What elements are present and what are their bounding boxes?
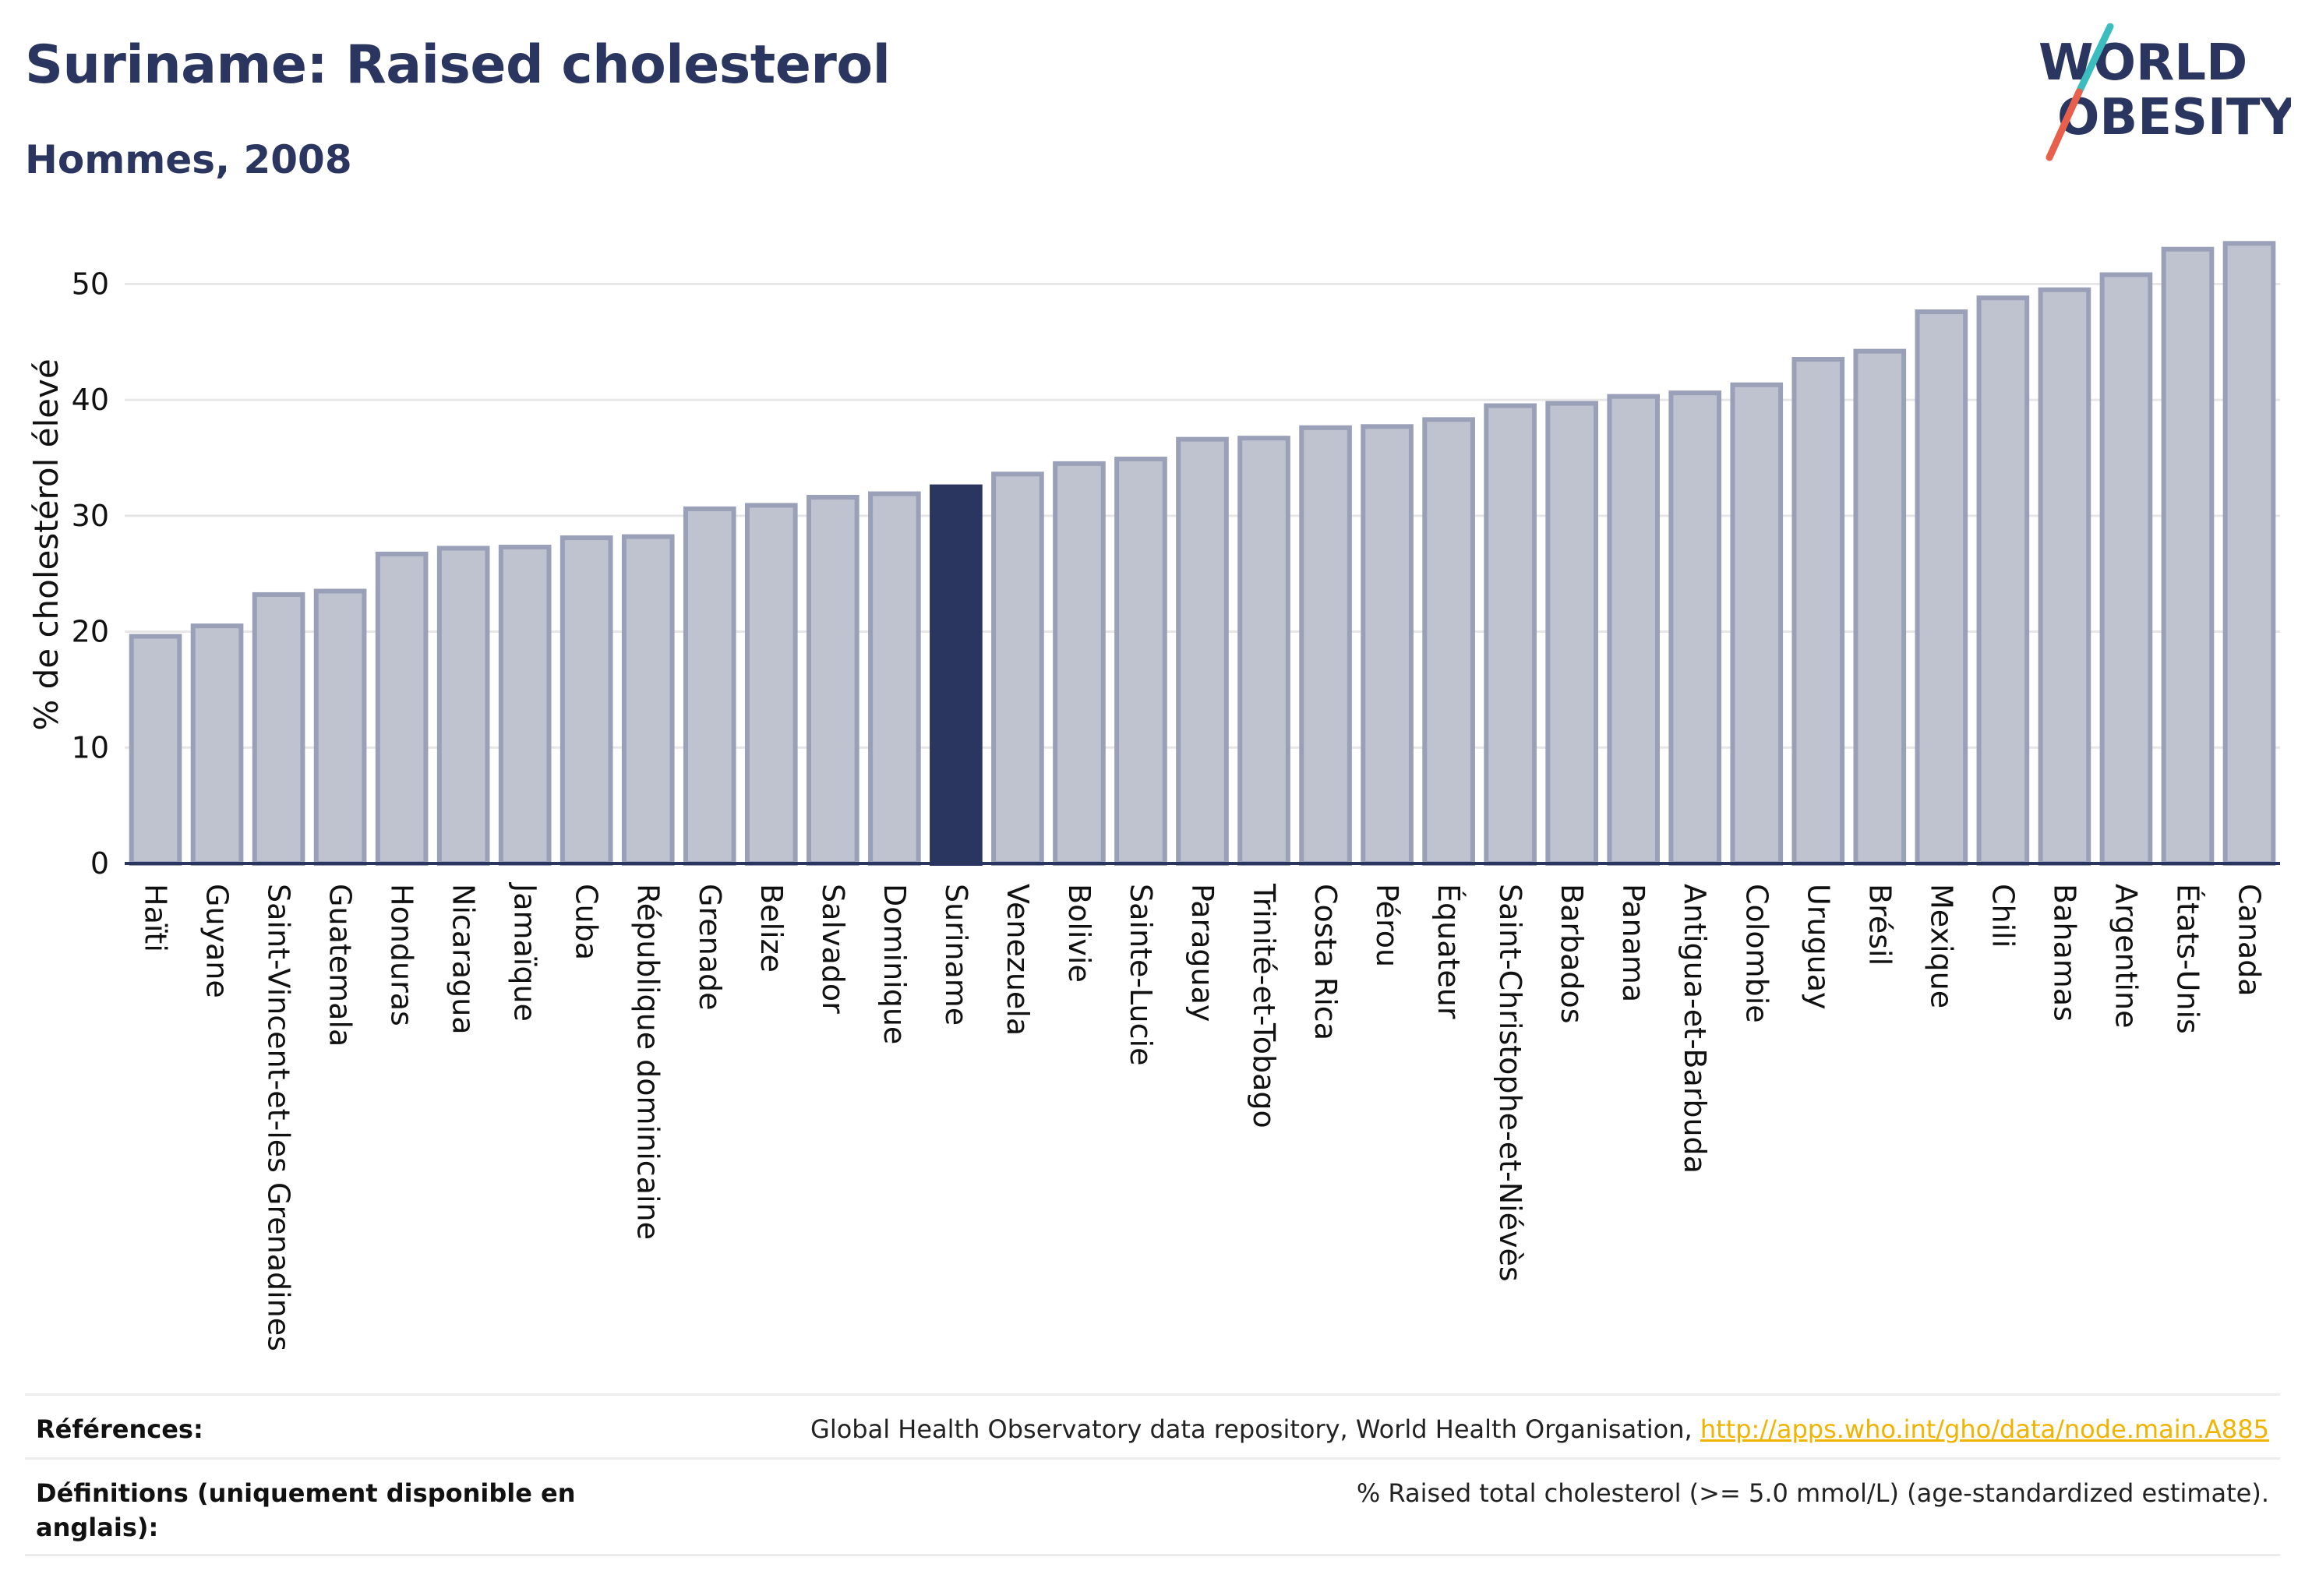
bar-venezuela[interactable] [991, 471, 1044, 866]
x-tick-label: Guatemala [323, 884, 358, 1047]
x-tick-label: Colombie [1739, 884, 1774, 1023]
bar-bahamas[interactable] [2038, 287, 2091, 866]
bar-antigua-et-barbuda[interactable] [1668, 390, 1722, 866]
footer-divider-middle [25, 1457, 2280, 1460]
bar-sainte-lucie[interactable] [1114, 456, 1167, 866]
x-tick-label: Venezuela [1001, 884, 1035, 1036]
x-tick-label: Sainte-Lucie [1124, 884, 1158, 1065]
bar-belize[interactable] [744, 503, 798, 866]
y-tick-label: 20 [72, 615, 109, 649]
bar-haiti[interactable] [129, 634, 182, 867]
x-tick-label: Chili [1986, 884, 2020, 948]
references-label: Références: [36, 1414, 203, 1444]
bar-argentine[interactable] [2099, 272, 2153, 866]
footer-divider-bottom [25, 1554, 2280, 1556]
references-source: Global Health Observatory data repositor… [810, 1414, 1693, 1444]
x-tick-label: Mexique [1924, 884, 1958, 1008]
bar-colombie[interactable] [1730, 382, 1784, 867]
x-tick-label: Équateur [1431, 884, 1466, 1019]
y-tick-label: 50 [72, 267, 109, 301]
logo-line1: WORLD [2038, 34, 2247, 92]
x-tick-label: Antigua-et-Barbuda [1678, 884, 1712, 1174]
x-tick-label: Bahamas [2047, 884, 2081, 1022]
x-tick-label: Canada [2232, 884, 2266, 997]
references-text: Global Health Observatory data repositor… [810, 1412, 2269, 1446]
definitions-label: Définitions (uniquement disponible en an… [36, 1476, 576, 1545]
bar-suriname[interactable] [930, 484, 983, 866]
x-tick-label: Honduras [385, 884, 419, 1026]
logo-slash-coral [2046, 88, 2083, 161]
references-link[interactable]: http://apps.who.int/gho/data/node.main.A… [1700, 1414, 2269, 1444]
bar-dominique[interactable] [868, 491, 921, 866]
definitions-label-line1: Définitions (uniquement disponible en [36, 1478, 576, 1508]
bar-guatemala[interactable] [313, 588, 367, 866]
bar-barbados[interactable] [1545, 401, 1598, 866]
bar-mexique[interactable] [1915, 309, 1968, 867]
y-tick-label: 40 [72, 383, 109, 417]
x-tick-label: Nicaragua [447, 884, 481, 1035]
x-tick-label: Dominique [877, 884, 912, 1044]
bar-nicaragua[interactable] [436, 546, 490, 866]
x-tick-label: Panama [1616, 884, 1650, 1002]
x-tick-label: Grenade [693, 884, 727, 1010]
y-axis-title: % de cholestérol élevé [27, 358, 65, 730]
chart-title: Suriname: Raised cholesterol [25, 34, 891, 96]
bar-cuba[interactable] [559, 535, 613, 866]
bar-equateur[interactable] [1422, 417, 1475, 866]
x-tick-label: États-Unis [2170, 884, 2204, 1034]
y-tick-label: 10 [72, 730, 109, 764]
bar-chili[interactable] [1976, 295, 2030, 866]
bar-bolivie[interactable] [1053, 461, 1106, 866]
bar-republique-dominicaine[interactable] [621, 534, 675, 867]
tick-labels: 0 10 20 30 40 50 % de cholestérol élevé Haïti Gu… [27, 267, 2266, 1351]
x-tick-label: Pérou [1370, 884, 1404, 967]
x-tick-label: Barbados [1555, 884, 1589, 1024]
x-tick-label: Paraguay [1185, 884, 1220, 1022]
bar-honduras[interactable] [375, 551, 429, 866]
y-tick-label: 30 [72, 499, 109, 533]
bar-trinite-et-tobago[interactable] [1237, 436, 1290, 866]
x-tick-label: Bolivie [1062, 884, 1096, 983]
x-tick-label: Guyane [200, 884, 235, 998]
x-tick-label: Costa Rica [1308, 884, 1343, 1040]
bar-uruguay[interactable] [1791, 357, 1845, 866]
bars [129, 241, 2276, 867]
bar-etats-unis[interactable] [2161, 246, 2215, 866]
x-tick-label: Uruguay [1801, 884, 1835, 1010]
logo-line2: OBESITY [2057, 89, 2291, 147]
x-tick-label: Brésil [1862, 884, 1897, 966]
x-tick-label: Saint-Vincent-et-les Grenadines [262, 884, 296, 1351]
bar-canada[interactable] [2222, 241, 2276, 866]
y-tick-label: 0 [90, 846, 109, 881]
bar-grenade[interactable] [683, 506, 736, 866]
definitions-label-line2: anglais): [36, 1513, 159, 1542]
bar-chart: 0 10 20 30 40 50 % de cholestérol élevé Haïti Gu… [27, 241, 2280, 1351]
x-tick-label: Argentine [2109, 884, 2143, 1028]
bar-guyane[interactable] [190, 623, 244, 866]
bar-paraguay[interactable] [1176, 436, 1229, 866]
bar-salvador[interactable] [807, 495, 860, 866]
x-tick-label: Suriname [939, 884, 973, 1026]
bar-saint-christophe-et-nieves[interactable] [1484, 403, 1537, 866]
x-tick-label: Saint-Christophe-et-Niévès [1493, 884, 1527, 1282]
x-tick-label: Trinité-et-Tobago [1247, 883, 1281, 1128]
x-tick-label: Salvador [816, 884, 850, 1014]
logo-slash-teal [2075, 23, 2114, 96]
world-obesity-logo: WORLD OBESITY [2038, 23, 2291, 161]
bar-bresil[interactable] [1853, 348, 1907, 867]
definitions-text: % Raised total cholesterol (>= 5.0 mmol/… [1356, 1478, 2269, 1508]
bar-saint-vincent-et-les-grenadines[interactable] [252, 591, 305, 866]
x-tick-label: Cuba [570, 884, 604, 960]
x-tick-label: Belize [754, 884, 789, 973]
x-tick-label: Haïti [139, 884, 173, 952]
x-tick-label: Jamaïque [508, 882, 542, 1022]
bar-costa-rica[interactable] [1299, 425, 1352, 866]
bar-jamaique[interactable] [498, 544, 552, 866]
bar-perou[interactable] [1361, 424, 1414, 866]
footer-divider-top [25, 1393, 2280, 1396]
chart-subtitle: Hommes, 2008 [25, 137, 352, 182]
x-tick-label: République dominicaine [631, 884, 665, 1240]
bar-panama[interactable] [1607, 394, 1661, 866]
